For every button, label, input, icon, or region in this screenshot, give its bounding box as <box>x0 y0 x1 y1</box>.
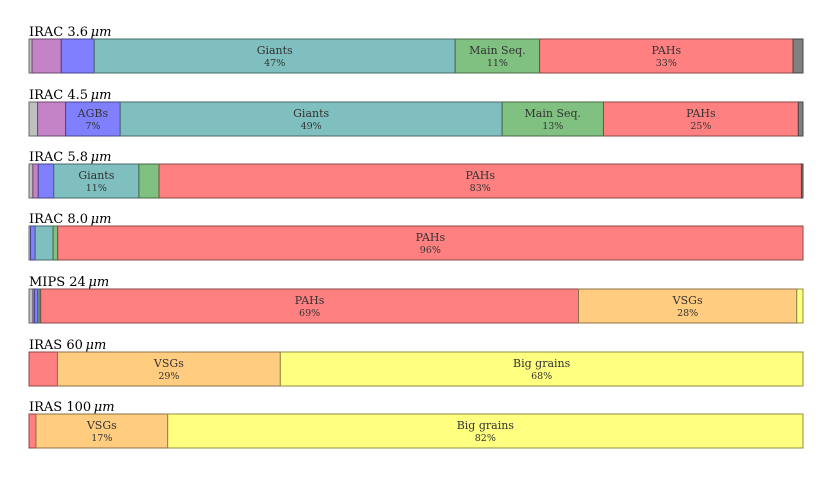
segment-label: Big grains <box>513 357 571 370</box>
bar-segment <box>53 163 140 199</box>
bar-segment <box>167 413 804 449</box>
segment-label: AGBs <box>77 107 109 120</box>
segment-label: Giants <box>78 169 114 182</box>
bar-segment <box>37 101 67 137</box>
segment-percent: 96% <box>420 245 441 256</box>
segment-label: Main Seq. <box>469 44 526 57</box>
bar-segment <box>28 413 37 449</box>
bar-segment <box>501 101 604 137</box>
segment-label: PAHs <box>465 169 495 182</box>
segment-percent: 33% <box>656 58 677 69</box>
bar-segment <box>28 101 39 137</box>
bar-segment <box>279 351 804 387</box>
segment-label: Main Seq. <box>525 107 582 120</box>
segment-label: PAHs <box>652 44 682 57</box>
band-title: IRAC 5.8 μm <box>29 150 111 165</box>
bar-segment <box>56 351 281 387</box>
bar-segment <box>37 163 55 199</box>
segment-percent: 47% <box>264 58 285 69</box>
bar-segment <box>28 163 34 199</box>
bar-segment <box>30 225 36 261</box>
segment-percent: 7% <box>85 121 100 132</box>
bar-segment <box>28 288 34 324</box>
band-title: IRAS 100 μm <box>29 400 115 415</box>
segment-label: Big grains <box>457 419 515 432</box>
band-title: IRAC 3.6 μm <box>29 25 111 40</box>
band-title: IRAS 60 μm <box>29 338 106 353</box>
segment-percent: 13% <box>542 121 563 132</box>
segment-label: Giants <box>257 44 293 57</box>
segment-label: VSGs <box>672 294 703 307</box>
segment-percent: 28% <box>677 308 698 319</box>
bar-segment <box>52 225 59 261</box>
bar-segment <box>35 413 169 449</box>
segment-percent: 29% <box>158 371 179 382</box>
segment-label: PAHs <box>295 294 325 307</box>
bar-segment <box>792 38 804 74</box>
segment-label: PAHs <box>686 107 716 120</box>
segment-percent: 11% <box>86 183 107 194</box>
bar-segment <box>60 38 95 74</box>
segment-percent: 17% <box>91 433 112 444</box>
bar-segment <box>119 101 503 137</box>
bar-segment <box>31 38 62 74</box>
bar-segment <box>34 225 54 261</box>
segment-percent: 83% <box>470 183 491 194</box>
bar-segment <box>32 163 39 199</box>
band-title: IRAC 8.0 μm <box>29 212 111 227</box>
segment-label: PAHs <box>416 231 446 244</box>
bar-segment <box>40 288 580 324</box>
segment-percent: 49% <box>301 121 322 132</box>
bar-segment <box>578 288 798 324</box>
bar-segment <box>797 101 804 137</box>
bar-segment <box>796 288 804 324</box>
segment-label: VSGs <box>86 419 117 432</box>
segment-percent: 69% <box>299 308 320 319</box>
bar-segment <box>454 38 541 74</box>
segment-percent: 25% <box>690 121 711 132</box>
band-title: MIPS 24 μm <box>29 275 109 290</box>
bar-segment <box>138 163 160 199</box>
segment-percent: 82% <box>475 433 496 444</box>
segment-label: VSGs <box>153 357 184 370</box>
bar-segment <box>158 163 802 199</box>
band-title: IRAC 4.5 μm <box>29 88 111 103</box>
bar-segment <box>602 101 799 137</box>
bar-segment <box>57 225 804 261</box>
segment-percent: 11% <box>487 58 508 69</box>
bar-segment <box>800 163 804 199</box>
segment-percent: 68% <box>531 371 552 382</box>
bar-segment <box>28 351 58 387</box>
segment-label: Giants <box>293 107 329 120</box>
